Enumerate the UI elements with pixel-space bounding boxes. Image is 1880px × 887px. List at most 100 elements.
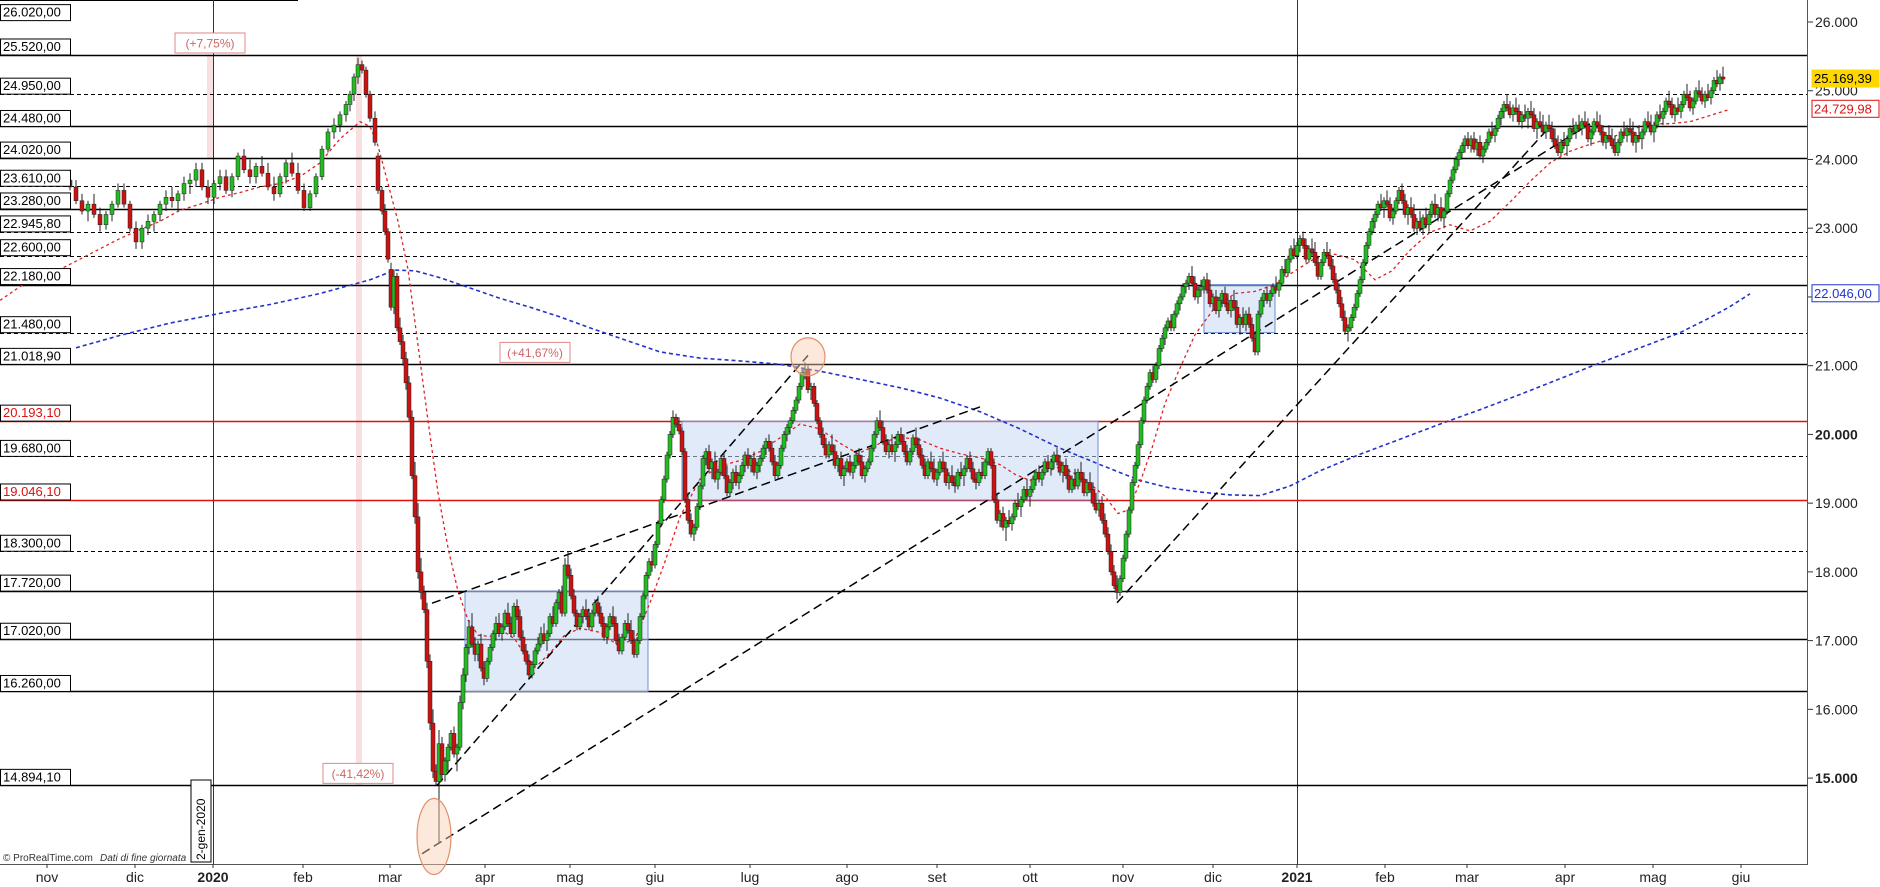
candle-body-92 bbox=[490, 633, 496, 648]
candle-body-383 bbox=[1363, 245, 1369, 263]
candle-body-292 bbox=[1090, 489, 1096, 504]
candle-body-55 bbox=[379, 190, 385, 212]
candle-body-430 bbox=[1504, 104, 1510, 109]
candle-body-25 bbox=[217, 176, 223, 184]
candle-body-151 bbox=[667, 434, 673, 456]
candle-body-384 bbox=[1366, 231, 1372, 246]
footer: © ProRealTime.com Dati di fine giornata bbox=[3, 853, 187, 864]
candle-body-17 bbox=[169, 197, 175, 201]
left-level-label-5: 23.610,00 bbox=[0, 169, 71, 187]
candle-body-147 bbox=[655, 523, 661, 545]
left-level-label-10: 21.480,00 bbox=[0, 316, 71, 334]
candle-body-482 bbox=[1660, 111, 1666, 119]
candle-body-228 bbox=[898, 434, 904, 442]
candle-body-362 bbox=[1300, 238, 1306, 246]
left-level-labels: 26.020,00 25.520,00 24.950,00 24.480,00 24.0… bbox=[0, 4, 71, 786]
left-level-label-2: 24.950,00 bbox=[0, 77, 71, 95]
candle-body-441 bbox=[1537, 121, 1543, 126]
candle-body-328 bbox=[1198, 286, 1204, 291]
candle-body-334 bbox=[1216, 300, 1222, 311]
candle-body-205 bbox=[829, 444, 835, 452]
candle-body-259 bbox=[991, 465, 997, 500]
moving-average-fast bbox=[0, 108, 1731, 666]
candle-body-278 bbox=[1048, 461, 1054, 470]
candle-body-208 bbox=[838, 458, 844, 476]
candle-body-302 bbox=[1120, 557, 1126, 579]
candle-body-132 bbox=[610, 616, 616, 624]
pct-annotation-box bbox=[174, 32, 246, 54]
candle-body-85 bbox=[469, 626, 475, 645]
candle-body-360 bbox=[1294, 245, 1300, 256]
left-level-label-19: 14.894,10 bbox=[0, 768, 71, 786]
candle-body-301 bbox=[1117, 578, 1123, 593]
candle-body-256 bbox=[982, 461, 988, 476]
candle-body-209 bbox=[841, 468, 847, 476]
left-label-text: 20.193,10 bbox=[3, 405, 61, 420]
left-level-label-7: 22.945,80 bbox=[0, 215, 71, 233]
candle-body-308 bbox=[1138, 420, 1144, 445]
candle-body-70 bbox=[424, 609, 430, 662]
candle-body-116 bbox=[562, 564, 568, 614]
right-price-axis: 26.00025.00024.00023.00022.00021.00020.0… bbox=[1808, 14, 1880, 786]
candle-body-377 bbox=[1345, 327, 1351, 332]
left-label-box bbox=[0, 77, 71, 95]
candle-body-184 bbox=[766, 441, 772, 449]
candle-body-144 bbox=[646, 561, 652, 576]
left-level-label-8: 22.600,00 bbox=[0, 239, 71, 257]
candle-body-288 bbox=[1078, 471, 1084, 480]
pct-annotation-label: (-41,42%) bbox=[332, 767, 385, 781]
candle-body-327 bbox=[1195, 289, 1201, 298]
candle-body-438 bbox=[1528, 111, 1534, 116]
candle-body-494 bbox=[1696, 90, 1702, 95]
left-label-text: 25.520,00 bbox=[3, 39, 61, 54]
candle-body-235 bbox=[919, 454, 925, 466]
copyright-text: © ProRealTime.com bbox=[3, 853, 93, 864]
candle-body-100 bbox=[514, 605, 520, 617]
vertical-date-label: 2-gen-2020 bbox=[190, 779, 212, 863]
candle-body-155 bbox=[679, 430, 685, 452]
candle-body-19 bbox=[181, 183, 187, 195]
candle-body-90 bbox=[484, 660, 490, 679]
candle-body-395 bbox=[1399, 190, 1405, 201]
candle-body-47 bbox=[347, 93, 353, 105]
candle-body-82 bbox=[460, 674, 466, 703]
candle-body-484 bbox=[1666, 100, 1672, 105]
highlight-circle-0 bbox=[416, 797, 452, 876]
candle-body-21 bbox=[193, 169, 199, 181]
candle-body-464 bbox=[1606, 135, 1612, 140]
candle-body-140 bbox=[634, 640, 640, 655]
candle-body-216 bbox=[862, 468, 868, 476]
candle-body-35 bbox=[277, 176, 283, 195]
left-label-text: 22.945,80 bbox=[3, 216, 61, 231]
candle-body-247 bbox=[955, 471, 961, 487]
left-label-text: 26.020,00 bbox=[3, 5, 61, 20]
month-label-10: set bbox=[928, 869, 947, 885]
candle-body-101 bbox=[517, 616, 523, 638]
left-label-text: 16.260,00 bbox=[3, 675, 61, 690]
candle-body-99 bbox=[511, 605, 517, 634]
candle-body-493 bbox=[1693, 90, 1699, 102]
pct-band-0 bbox=[207, 54, 213, 159]
candle-body-195 bbox=[799, 372, 805, 387]
candle-body-103 bbox=[523, 650, 529, 662]
candle-body-137 bbox=[625, 623, 631, 631]
candle-body-193 bbox=[793, 399, 799, 411]
candle-body-433 bbox=[1513, 107, 1519, 112]
left-label-text: 19.046,10 bbox=[3, 484, 61, 499]
candle-body-48 bbox=[351, 76, 357, 95]
candle-body-323 bbox=[1183, 282, 1189, 287]
highlight-circle-1 bbox=[790, 337, 826, 377]
candle-body-221 bbox=[877, 420, 883, 428]
candle-body-190 bbox=[784, 427, 790, 435]
candle-body-12 bbox=[139, 227, 145, 243]
candle-body-426 bbox=[1492, 128, 1498, 136]
candle-body-229 bbox=[901, 441, 907, 452]
candle-body-392 bbox=[1390, 210, 1396, 219]
candle-body-214 bbox=[856, 454, 862, 463]
candle-body-43 bbox=[325, 131, 331, 150]
candle-body-226 bbox=[892, 444, 898, 452]
candle-body-27 bbox=[229, 176, 235, 191]
candle-body-379 bbox=[1351, 306, 1357, 318]
candle-body-234 bbox=[916, 444, 922, 456]
pct-annotation-label: (+41,67%) bbox=[507, 346, 563, 360]
